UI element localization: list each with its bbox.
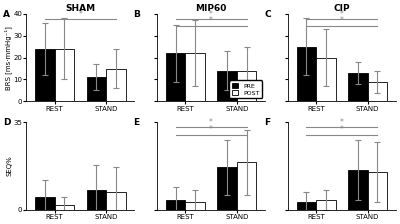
Bar [368,172,387,210]
Text: D: D [3,118,10,127]
Bar [186,53,205,101]
Y-axis label: SEQ%: SEQ% [6,156,12,176]
Text: *: * [209,118,213,127]
Bar [297,47,316,101]
Bar [55,49,74,101]
Bar [217,71,237,101]
Text: *: * [209,16,213,25]
Bar [237,71,256,101]
Text: *: * [340,16,344,25]
Bar [106,192,126,210]
Text: B: B [134,10,140,19]
Bar [86,77,106,101]
Text: E: E [134,118,140,127]
Bar [35,197,55,210]
Bar [106,69,126,101]
Bar [186,202,205,210]
Bar [217,167,237,210]
Text: *: * [340,118,344,127]
Bar [35,49,55,101]
Text: F: F [264,118,270,127]
Text: A: A [3,10,10,19]
Bar [55,205,74,210]
Text: *: * [340,10,344,19]
Bar [348,73,368,101]
Bar [368,82,387,101]
Bar [86,190,106,210]
Bar [237,162,256,210]
Text: *: * [78,10,82,19]
Bar [166,200,186,210]
Legend: PRE, POST: PRE, POST [229,80,262,98]
Bar [348,170,368,210]
Bar [297,202,316,210]
Title: CIP: CIP [334,4,350,13]
Title: SHAM: SHAM [65,4,96,13]
Text: *: * [340,125,344,134]
Title: MIP60: MIP60 [196,4,227,13]
Y-axis label: BRS [ms·mmHg⁻¹]: BRS [ms·mmHg⁻¹] [4,26,12,90]
Bar [316,58,336,101]
Text: C: C [264,10,271,19]
Bar [166,53,186,101]
Text: *: * [209,10,213,19]
Bar [316,200,336,210]
Text: *: * [209,125,213,134]
